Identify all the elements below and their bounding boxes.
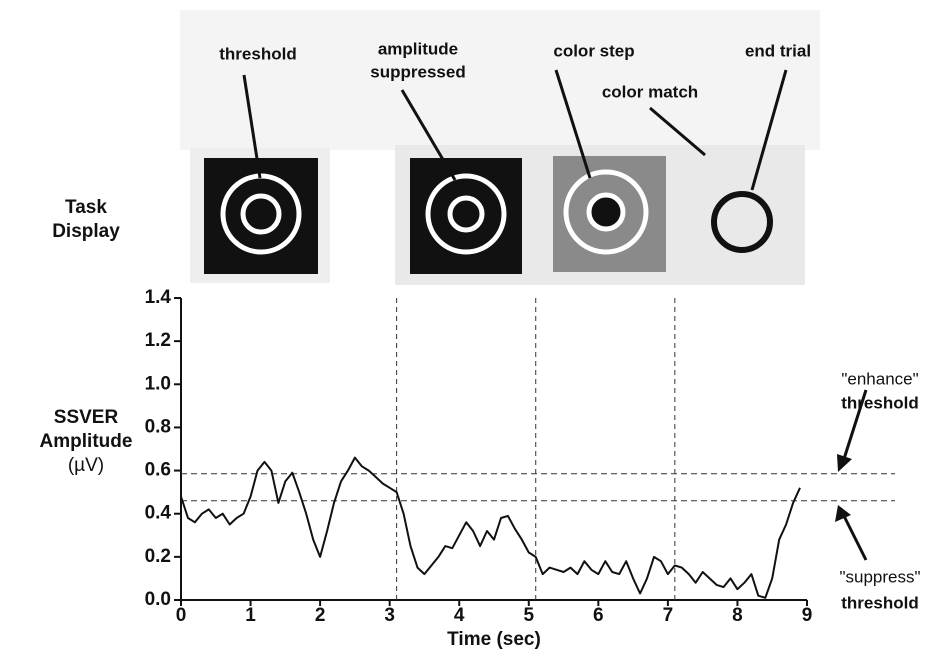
- threshold-label: threshold: [841, 393, 918, 412]
- x-axis-title: Time (sec): [447, 629, 541, 650]
- ring: [586, 192, 626, 232]
- pointer: [750, 69, 788, 191]
- row-label: Display: [52, 221, 120, 242]
- event-label: color match: [602, 82, 698, 101]
- noise-bg: [180, 10, 820, 150]
- arrow: [841, 513, 868, 561]
- data-line: [180, 456, 801, 599]
- ring: [563, 169, 649, 255]
- y-tick-label: 0.2: [145, 546, 171, 567]
- threshold-arrows: [835, 389, 868, 561]
- ring: [425, 173, 507, 255]
- ring: [447, 195, 485, 233]
- x-tick-label: 9: [802, 605, 813, 626]
- arrow-head: [837, 454, 852, 472]
- event-label: color step: [553, 41, 634, 60]
- x-tick-label: 2: [315, 605, 326, 626]
- threshold-label: "enhance": [841, 369, 918, 388]
- pointer: [400, 89, 457, 181]
- y-tick-label: 1.0: [145, 373, 171, 394]
- x-tick-label: 4: [454, 605, 465, 626]
- x-tick-label: 5: [523, 605, 534, 626]
- x-tick-label: 8: [732, 605, 743, 626]
- y-axis-title: (µV): [68, 455, 104, 476]
- x-tick-label: 6: [593, 605, 604, 626]
- x-tick-label: 7: [663, 605, 674, 626]
- event-label: amplitude: [378, 39, 458, 58]
- arrow-head: [835, 505, 851, 522]
- row-label: Task: [65, 197, 107, 218]
- x-tick-label: 3: [384, 605, 395, 626]
- event-label: threshold: [219, 44, 296, 63]
- y-tick-label: 1.2: [145, 330, 171, 351]
- y-tick-label: 0.0: [145, 589, 171, 610]
- task-display-images: [180, 10, 820, 285]
- y-tick-label: 0.6: [145, 460, 171, 481]
- ring: [711, 191, 773, 253]
- x-tick-label: 0: [176, 605, 187, 626]
- event-label: end trial: [745, 41, 811, 60]
- y-axis-title: Amplitude: [40, 431, 133, 452]
- ring: [240, 193, 282, 235]
- threshold-label: "suppress": [839, 567, 920, 586]
- y-axis-title: SSVER: [54, 407, 119, 428]
- pointer: [242, 74, 262, 179]
- y-tick-label: 0.4: [145, 503, 172, 524]
- threshold-label: threshold: [841, 593, 918, 612]
- arrow: [841, 389, 868, 463]
- pointer: [554, 69, 592, 179]
- event-label: suppressed: [370, 62, 465, 81]
- y-tick-label: 0.8: [145, 416, 171, 437]
- y-tick-label: 1.4: [145, 287, 172, 308]
- x-tick-label: 1: [245, 605, 256, 626]
- pointer: [649, 106, 706, 157]
